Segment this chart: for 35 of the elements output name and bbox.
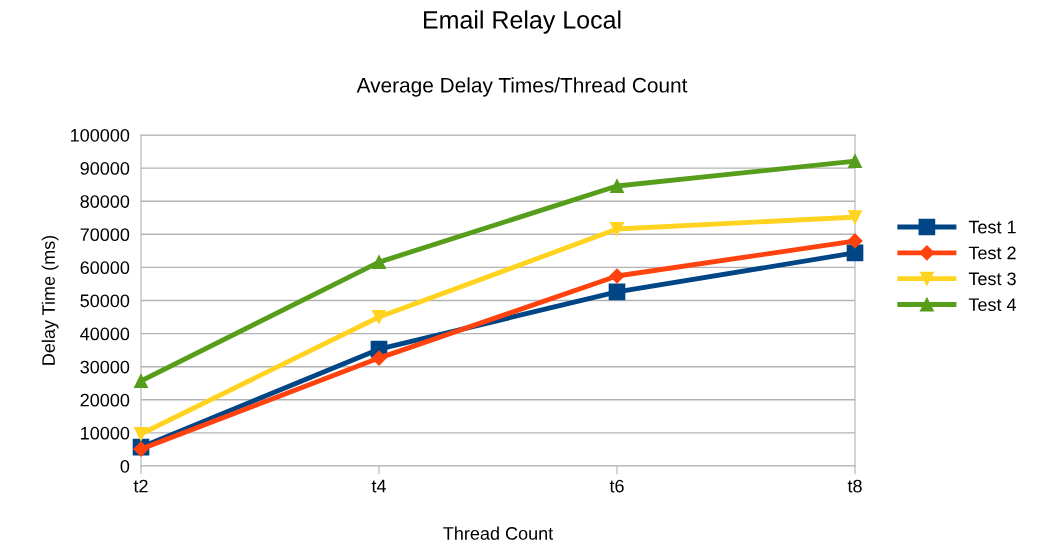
y-tick-label: 90000 [80, 162, 130, 175]
point [609, 268, 625, 284]
chart-title: Email Relay Local [424, 10, 621, 34]
y-tick-label: 80000 [80, 195, 130, 208]
legend-label: Test 1 [968, 220, 1016, 234]
y-tick-label: 70000 [80, 228, 130, 242]
y-axis-title: Delay Time (ms) [41, 235, 59, 365]
y-tick-label: 0 [120, 459, 130, 473]
y-tick-label: 60000 [80, 261, 130, 275]
x-axis-title: Thread Count [443, 526, 554, 540]
point [610, 179, 624, 193]
x-tick-label: t2 [133, 479, 148, 493]
point [372, 255, 386, 270]
y-tick-label: 40000 [80, 327, 130, 341]
legend-label: Test 3 [968, 272, 1016, 286]
point [848, 154, 862, 169]
chart-subtitle: Average Delay Times/Thread Count [356, 77, 688, 97]
x-tick-label: t6 [609, 479, 624, 493]
point [610, 222, 624, 236]
point [371, 350, 387, 366]
y-tick-label: 30000 [80, 360, 130, 374]
y-tick-label: 20000 [80, 393, 130, 407]
legend-label: Test 2 [968, 246, 1016, 260]
legend-label: Test 4 [968, 298, 1017, 312]
x-tick-label: t8 [847, 479, 862, 493]
y-tick-label: 50000 [80, 294, 130, 308]
point [134, 426, 148, 441]
point [608, 283, 626, 301]
y-tick-label: 100000 [71, 128, 130, 142]
point [847, 233, 863, 249]
x-tick-label: t4 [371, 479, 386, 493]
point [848, 210, 862, 225]
point [372, 310, 386, 324]
point [134, 373, 148, 388]
y-tick-label: 10000 [81, 426, 130, 440]
